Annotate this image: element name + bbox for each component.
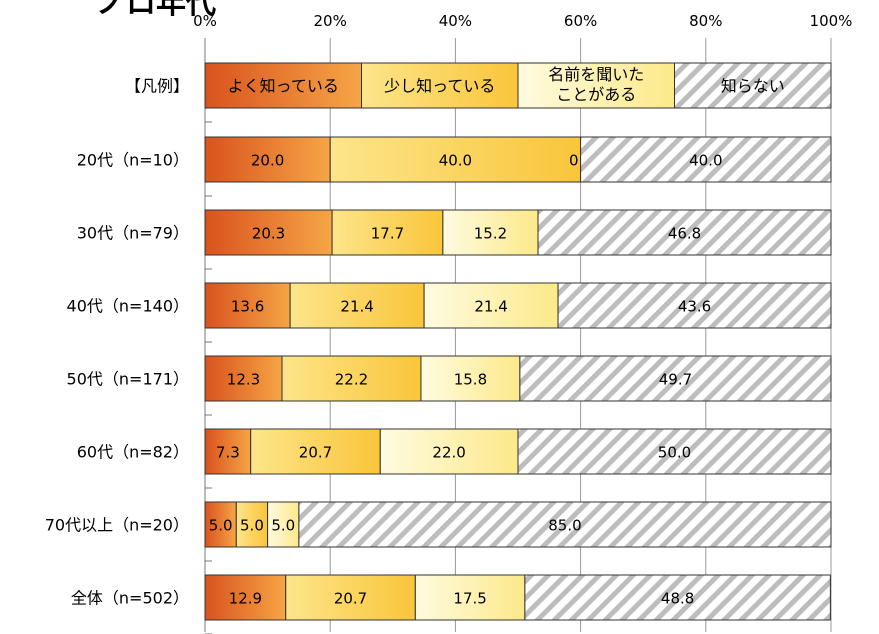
data-label: 49.7: [659, 371, 692, 389]
bar-segment: [281, 355, 422, 402]
bar-segment: [442, 209, 539, 256]
data-label: 12.9: [229, 590, 262, 608]
bar-segment: [289, 282, 425, 329]
legend-label: ことがある: [556, 85, 636, 104]
legend-swatch: [361, 62, 519, 109]
bar-segment: [379, 428, 519, 475]
category-label: 全体（n=502）: [71, 589, 189, 608]
data-label: 22.2: [335, 371, 368, 389]
x-tick-label: 60%: [564, 12, 597, 30]
data-label: 15.8: [454, 371, 487, 389]
legend-row-label: 【凡例】: [125, 77, 189, 96]
bar-segment: [204, 282, 291, 329]
data-label: 17.7: [371, 225, 404, 243]
bar-segment: [557, 282, 832, 329]
bar-segment: [204, 501, 237, 548]
data-label: 20.7: [334, 590, 367, 608]
data-label: 5.0: [271, 517, 295, 535]
bar-segment: [267, 501, 300, 548]
data-label: 21.4: [474, 298, 507, 316]
data-label: 20.7: [299, 444, 332, 462]
x-tick-label: 80%: [689, 12, 722, 30]
bar-segment: [250, 428, 381, 475]
data-label: 0: [569, 152, 579, 170]
bar-segment: [580, 136, 832, 183]
data-label: 46.8: [668, 225, 701, 243]
legend-label: 名前を聞いた: [548, 65, 644, 84]
data-label: 7.3: [216, 444, 240, 462]
data-label: 85.0: [548, 517, 581, 535]
data-label: 5.0: [209, 517, 233, 535]
category-label: 70代以上（n=20）: [45, 516, 189, 535]
legend-label: よく知っている: [228, 77, 339, 96]
bar-segment: [298, 501, 832, 548]
x-tick-label: 0%: [193, 12, 217, 30]
legend-label: 知らない: [721, 77, 785, 96]
data-label: 20.3: [252, 225, 285, 243]
data-label: 12.3: [227, 371, 260, 389]
bar-segment: [204, 428, 252, 475]
bar-segment: [519, 355, 832, 402]
data-label: 5.0: [240, 517, 264, 535]
bar-segment: [524, 574, 831, 621]
bar-segment: [537, 209, 832, 256]
bar-segment: [517, 428, 832, 475]
data-label: 48.8: [661, 590, 694, 608]
bar-segment: [423, 282, 559, 329]
data-label: 43.6: [678, 298, 711, 316]
data-label: 40.0: [439, 152, 472, 170]
data-label: 17.5: [453, 590, 486, 608]
category-label: 60代（n=82）: [77, 443, 189, 462]
chart-title: ノロ年代: [96, 0, 216, 21]
x-tick-label: 100%: [810, 12, 853, 30]
bar-segment: [414, 574, 526, 621]
category-label: 40代（n=140）: [67, 297, 189, 316]
category-label: 50代（n=171）: [67, 370, 189, 389]
bar-segment: [420, 355, 521, 402]
legend-swatch: [204, 62, 362, 109]
legend-swatch: [674, 62, 832, 109]
data-label: 13.6: [231, 298, 264, 316]
bar-segment: [331, 209, 444, 256]
data-label: 40.0: [689, 152, 722, 170]
data-label: 15.2: [474, 225, 507, 243]
data-label: 50.0: [658, 444, 691, 462]
x-tick-label: 40%: [439, 12, 472, 30]
data-label: 20.0: [251, 152, 284, 170]
data-label: 22.0: [432, 444, 465, 462]
bar-segment: [204, 574, 287, 621]
data-label: 21.4: [340, 298, 373, 316]
x-tick-label: 20%: [314, 12, 347, 30]
category-label: 20代（n=10）: [77, 151, 189, 170]
legend-label: 少し知っている: [384, 77, 495, 96]
category-label: 30代（n=79）: [77, 224, 189, 243]
legend-swatch: [517, 62, 675, 109]
